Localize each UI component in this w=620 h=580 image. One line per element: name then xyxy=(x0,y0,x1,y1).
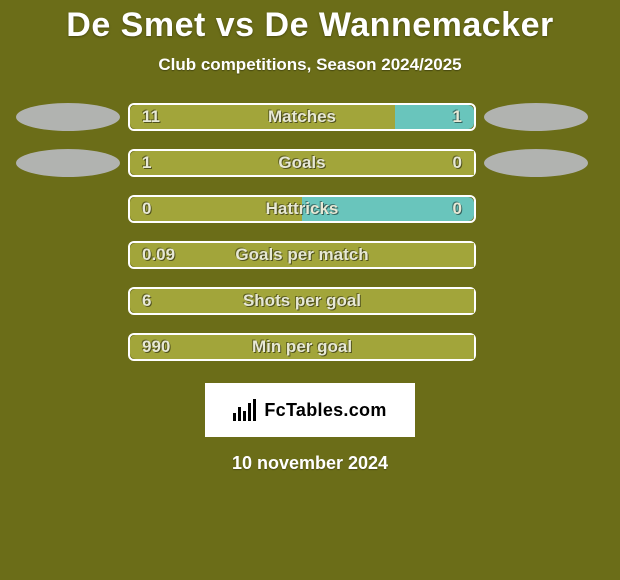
right-value: 0 xyxy=(453,199,462,219)
stat-row: 0.09 Goals per match xyxy=(8,241,612,269)
left-value: 1 xyxy=(142,153,151,173)
stat-bar: 0 0 Hattricks xyxy=(128,195,476,223)
stat-label: Goals per match xyxy=(235,245,368,265)
stat-bar: 111Matches xyxy=(128,103,476,131)
subtitle: Club competitions, Season 2024/2025 xyxy=(0,55,620,75)
stat-bar: 990 Min per goal xyxy=(128,333,476,361)
stat-label: Matches xyxy=(268,107,336,127)
right-side-slot xyxy=(476,333,596,361)
footer-logo: FcTables.com xyxy=(205,383,415,437)
bar-right-segment xyxy=(395,105,474,129)
left-value: 0.09 xyxy=(142,245,175,265)
stat-label: Hattricks xyxy=(266,199,339,219)
bar-chart-icon xyxy=(233,399,256,421)
left-side-slot xyxy=(8,149,128,177)
stat-row: 0 0 Hattricks xyxy=(8,195,612,223)
player-right-ellipse xyxy=(484,103,588,131)
left-side-slot xyxy=(8,103,128,131)
left-value: 6 xyxy=(142,291,151,311)
stat-label: Shots per goal xyxy=(243,291,361,311)
stat-row: 6 Shots per goal xyxy=(8,287,612,315)
right-side-slot xyxy=(476,241,596,269)
page-title: De Smet vs De Wannemacker xyxy=(0,0,620,45)
stats-container: 111Matches10Goals00Hattricks0.09Goals pe… xyxy=(0,103,620,361)
left-side-slot xyxy=(8,287,128,315)
stat-row: 111Matches xyxy=(8,103,612,131)
left-side-slot xyxy=(8,333,128,361)
left-side-slot xyxy=(8,195,128,223)
stat-label: Min per goal xyxy=(252,337,352,357)
right-side-slot xyxy=(476,149,596,177)
stat-row: 1 0 Goals xyxy=(8,149,612,177)
right-value: 1 xyxy=(453,107,462,127)
stat-bar: 1 0 Goals xyxy=(128,149,476,177)
stat-bar: 6 Shots per goal xyxy=(128,287,476,315)
right-side-slot xyxy=(476,103,596,131)
stat-row: 990 Min per goal xyxy=(8,333,612,361)
player-right-ellipse xyxy=(484,149,588,177)
player-left-ellipse xyxy=(16,103,120,131)
player-left-ellipse xyxy=(16,149,120,177)
left-value: 0 xyxy=(142,199,151,219)
bar-left-segment xyxy=(130,105,395,129)
right-side-slot xyxy=(476,195,596,223)
left-value: 990 xyxy=(142,337,170,357)
right-side-slot xyxy=(476,287,596,315)
stat-bar: 0.09 Goals per match xyxy=(128,241,476,269)
stat-label: Goals xyxy=(278,153,325,173)
left-value: 11 xyxy=(142,107,160,127)
footer-logo-text: FcTables.com xyxy=(264,400,386,421)
left-side-slot xyxy=(8,241,128,269)
right-value: 0 xyxy=(453,153,462,173)
footer-date: 10 november 2024 xyxy=(0,453,620,474)
